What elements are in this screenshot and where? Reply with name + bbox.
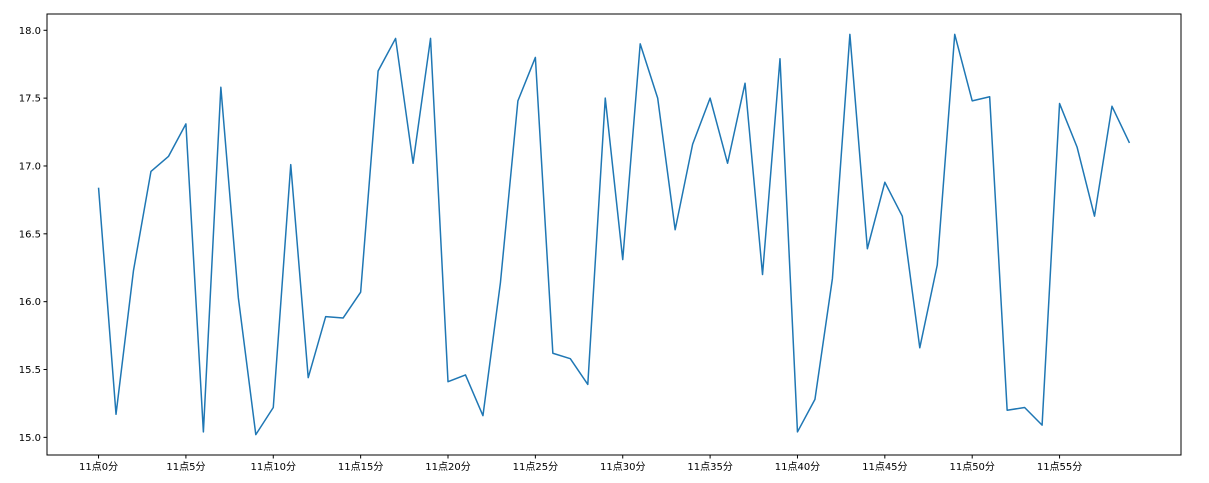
x-tick-label: 11点55分 xyxy=(1037,461,1082,473)
x-tick-label: 11点15分 xyxy=(338,461,383,473)
x-tick-label: 11点0分 xyxy=(79,461,118,473)
y-tick-label: 18.0 xyxy=(19,26,41,37)
data-line xyxy=(97,33,1131,436)
x-tick-label: 11点50分 xyxy=(949,461,994,473)
x-tick-label: 11点25分 xyxy=(513,461,558,473)
plot-area xyxy=(46,13,1182,456)
x-tick-label: 11点40分 xyxy=(775,461,820,473)
y-tick-label: 17.5 xyxy=(19,94,41,105)
y-tick-label: 15.5 xyxy=(19,365,41,376)
x-tick-label: 11点45分 xyxy=(862,461,907,473)
x-tick-label: 11点30分 xyxy=(600,461,645,473)
y-tick-label: 16.0 xyxy=(19,297,41,308)
x-tick-label: 11点5分 xyxy=(166,461,205,473)
y-tick-label: 16.5 xyxy=(19,229,41,240)
x-tick-label: 11点35分 xyxy=(687,461,732,473)
x-tick-label: 11点20分 xyxy=(425,461,470,473)
y-tick-label: 15.0 xyxy=(19,433,41,444)
y-tick-label: 17.0 xyxy=(19,161,41,172)
x-tick-label: 11点10分 xyxy=(251,461,296,473)
